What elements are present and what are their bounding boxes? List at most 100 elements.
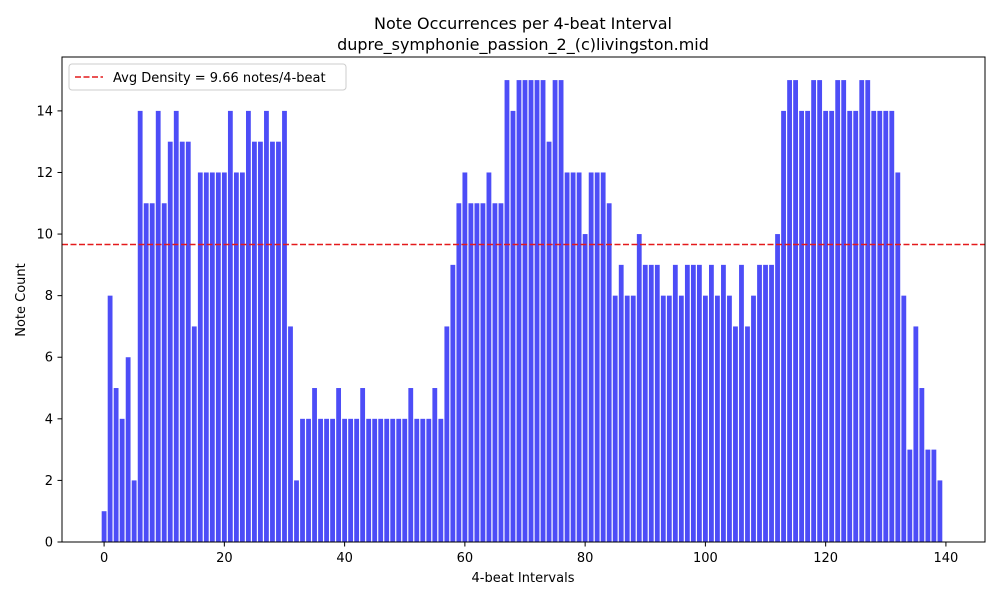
x-axis-ticks: 0 20 40 60 80 100 120 140 bbox=[100, 542, 958, 566]
bar bbox=[173, 110, 179, 542]
bar bbox=[258, 141, 263, 542]
bar bbox=[131, 480, 137, 542]
bar bbox=[137, 110, 143, 542]
bar bbox=[678, 295, 684, 542]
bar bbox=[396, 418, 402, 542]
plot-frame bbox=[61, 56, 986, 543]
x-tick-label: 140 bbox=[934, 551, 959, 566]
bar bbox=[570, 172, 576, 542]
bar bbox=[480, 203, 486, 542]
bar bbox=[528, 80, 534, 542]
bar bbox=[510, 110, 516, 542]
bar bbox=[294, 480, 299, 542]
bar bbox=[215, 172, 221, 542]
bar bbox=[504, 80, 510, 542]
bar bbox=[378, 418, 384, 542]
bar bbox=[270, 141, 275, 542]
bar bbox=[763, 264, 768, 542]
legend-label: Avg Density = 9.66 notes/4-beat bbox=[113, 71, 326, 86]
x-tick-label: 0 bbox=[100, 551, 108, 566]
bar bbox=[384, 418, 390, 542]
bar bbox=[702, 295, 708, 542]
bar bbox=[282, 110, 287, 542]
bar bbox=[486, 172, 492, 542]
bar bbox=[931, 449, 937, 542]
bar bbox=[684, 264, 690, 542]
bar bbox=[727, 295, 732, 542]
bar bbox=[167, 141, 173, 542]
bar bbox=[709, 264, 714, 542]
bar bbox=[588, 172, 594, 542]
bar bbox=[715, 295, 720, 542]
bar bbox=[390, 418, 396, 542]
bar bbox=[125, 357, 131, 542]
bar bbox=[155, 110, 161, 542]
bar bbox=[769, 264, 774, 542]
bar bbox=[143, 203, 149, 542]
bar bbox=[522, 80, 528, 542]
legend-box bbox=[68, 63, 347, 91]
bar bbox=[636, 234, 642, 543]
bar bbox=[576, 172, 582, 542]
bar bbox=[829, 110, 835, 542]
bar bbox=[360, 388, 366, 542]
bar bbox=[919, 388, 925, 542]
y-tick-label: 2 bbox=[45, 474, 53, 489]
bar bbox=[865, 80, 871, 542]
bar bbox=[781, 110, 786, 542]
bar bbox=[853, 110, 859, 542]
bar bbox=[264, 110, 269, 542]
chart-title: Note Occurrences per 4-beat Interval bbox=[374, 14, 672, 33]
bar bbox=[324, 418, 329, 542]
bar bbox=[233, 172, 239, 542]
bar bbox=[757, 264, 762, 542]
x-tick-label: 40 bbox=[336, 551, 353, 566]
bar bbox=[913, 326, 919, 542]
bar bbox=[612, 295, 618, 542]
bar bbox=[739, 264, 744, 542]
bar bbox=[642, 264, 648, 542]
bar bbox=[245, 110, 251, 542]
y-tick-label: 14 bbox=[36, 104, 53, 119]
bar bbox=[330, 418, 335, 542]
bar bbox=[606, 203, 612, 542]
bar bbox=[203, 172, 209, 542]
y-tick-label: 6 bbox=[45, 351, 53, 366]
bar bbox=[823, 110, 829, 542]
bar bbox=[925, 449, 931, 542]
bar bbox=[342, 418, 348, 542]
bar bbox=[835, 80, 841, 542]
bar bbox=[618, 264, 624, 542]
bar bbox=[209, 172, 215, 542]
bar bbox=[276, 141, 281, 542]
y-axis-ticks: 0 2 4 6 8 10 12 14 bbox=[36, 104, 62, 551]
bar bbox=[420, 418, 426, 542]
bar bbox=[745, 326, 750, 542]
bar bbox=[600, 172, 606, 542]
bar bbox=[191, 326, 197, 542]
bar bbox=[306, 418, 311, 542]
bar bbox=[654, 264, 660, 542]
bar bbox=[221, 172, 227, 542]
bar bbox=[239, 172, 245, 542]
bar bbox=[660, 295, 666, 542]
bar bbox=[119, 418, 125, 542]
bar bbox=[336, 388, 342, 542]
bar bbox=[775, 234, 780, 543]
bar bbox=[113, 388, 119, 542]
bar bbox=[564, 172, 570, 542]
bar bbox=[883, 110, 889, 542]
x-tick-label: 60 bbox=[457, 551, 474, 566]
x-axis-label: 4-beat Intervals bbox=[472, 571, 575, 586]
bar bbox=[101, 511, 107, 542]
bar bbox=[696, 264, 702, 542]
x-tick-label: 120 bbox=[813, 551, 838, 566]
y-tick-label: 8 bbox=[45, 289, 53, 304]
x-tick-label: 100 bbox=[693, 551, 718, 566]
bar bbox=[534, 80, 540, 542]
bar bbox=[889, 110, 895, 542]
x-tick-label: 20 bbox=[216, 551, 233, 566]
bar bbox=[372, 418, 378, 542]
bar bbox=[690, 264, 696, 542]
